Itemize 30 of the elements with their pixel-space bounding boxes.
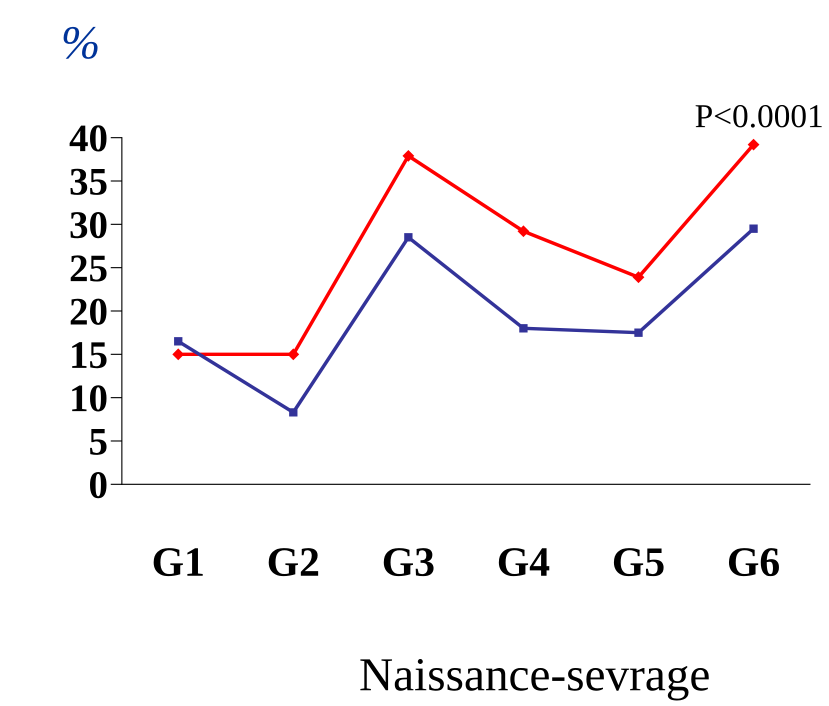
point [174, 337, 182, 346]
y-tick-label: 40 [70, 125, 106, 152]
point [289, 408, 298, 417]
text: P<0.0001 [696, 104, 822, 128]
point [634, 328, 643, 337]
point [519, 324, 528, 332]
point [404, 233, 413, 242]
point [288, 348, 299, 360]
y-axis-title: % [64, 26, 98, 59]
x-tick-label: G2 [268, 548, 318, 576]
y-tick-label: 25 [70, 255, 107, 282]
point [748, 138, 760, 150]
x-tick-label: G5 [614, 548, 664, 576]
point [172, 348, 184, 360]
y-tick-label: 20 [70, 298, 106, 325]
y-tick-label: 5 [90, 429, 107, 455]
y-tick-label: 0 [90, 472, 106, 498]
point [402, 150, 414, 162]
x-tick-label: G3 [384, 548, 434, 576]
y-tick-label: 30 [70, 212, 106, 238]
point [749, 224, 758, 233]
x-axis-title: Naissance-sevrage [360, 659, 709, 700]
point [518, 226, 530, 237]
x-tick-label: G1 [154, 548, 203, 576]
y-tick-label: 15 [72, 342, 107, 368]
x-tick-label: G6 [728, 548, 779, 576]
y-tick-label: 35 [70, 168, 107, 195]
y-tick-label: 10 [72, 385, 106, 412]
x-tick-label: G4 [498, 548, 550, 576]
point [632, 272, 644, 283]
